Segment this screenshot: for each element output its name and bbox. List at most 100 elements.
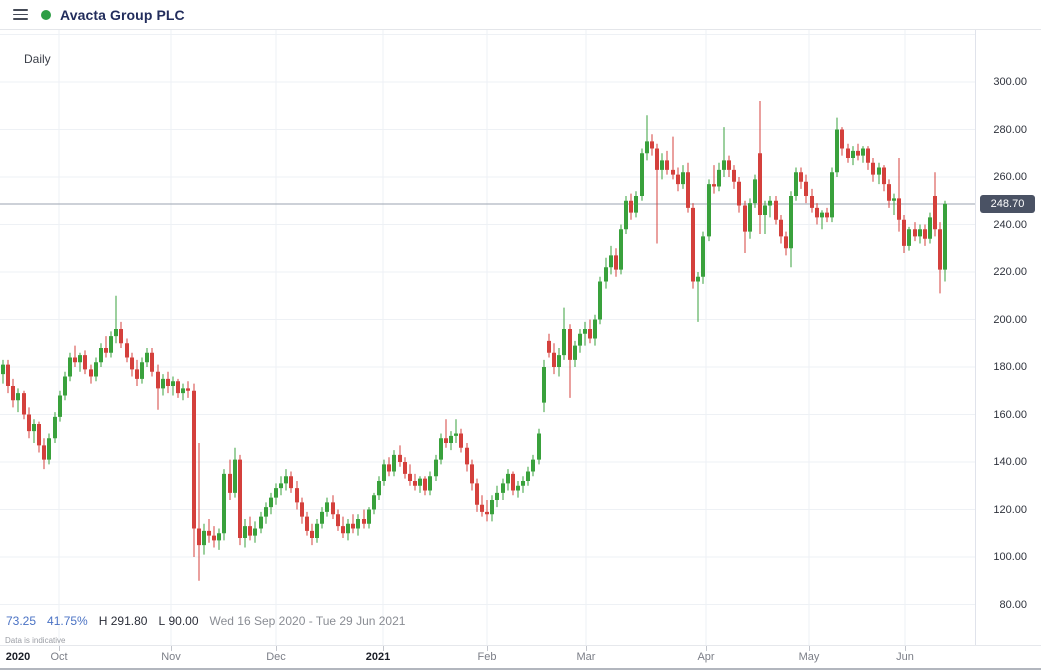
candle (192, 383, 196, 557)
candle (598, 276, 602, 325)
date-range: Wed 16 Sep 2020 - Tue 29 Jun 2021 (209, 614, 406, 628)
candle (372, 492, 376, 515)
x-axis-month-label: Mar (576, 651, 596, 663)
price-axis-label: 180.00 (993, 361, 1027, 373)
candle (774, 196, 778, 225)
price-axis-label: 200.00 (993, 313, 1027, 326)
candle (562, 307, 566, 360)
candle (537, 428, 541, 465)
x-axis-month-label: Dec (266, 651, 286, 663)
candle (382, 459, 386, 486)
time-axis[interactable]: 2020 Oct Nov Dec 2021 Feb Mar Apr May Jun (0, 645, 1041, 668)
candle (568, 324, 572, 398)
candle (485, 500, 489, 522)
candle (475, 478, 479, 512)
candle (804, 174, 808, 204)
candle (16, 388, 20, 413)
candle (573, 340, 577, 367)
candle (408, 464, 412, 486)
candle (53, 412, 57, 443)
candle (542, 359, 546, 413)
candle (428, 471, 432, 496)
gridlines (0, 30, 975, 645)
candle (552, 343, 556, 375)
price-axis-label: 260.00 (993, 171, 1027, 183)
candle (609, 245, 613, 275)
candle (789, 191, 793, 268)
time-axis-tick (586, 646, 587, 651)
candle (114, 295, 118, 344)
market-status-icon (41, 9, 51, 20)
price-axis[interactable]: 248.70 300.00 280.00 260.00 240.00 220.00 200… (975, 30, 1041, 645)
candle (99, 343, 103, 367)
candle (22, 390, 26, 420)
candlestick-chart[interactable] (0, 30, 975, 645)
price-axis-label: 100.00 (993, 551, 1027, 563)
candle (763, 200, 767, 234)
candle (470, 459, 474, 491)
candle (619, 224, 623, 275)
candle (902, 215, 906, 253)
candle (1, 359, 5, 384)
candle (696, 272, 700, 322)
candle (810, 188, 814, 213)
candle (284, 469, 288, 491)
candle (578, 329, 582, 353)
candle (434, 454, 438, 481)
time-axis-tick (905, 646, 906, 651)
candle (171, 376, 175, 396)
candle (779, 215, 783, 244)
candle (511, 471, 515, 496)
last-price-value: 248.70 (990, 197, 1025, 210)
candle (423, 476, 427, 496)
candle (495, 485, 499, 508)
candle (671, 136, 675, 180)
x-axis-month-label: Oct (50, 651, 68, 663)
candle (650, 134, 654, 156)
candle (47, 433, 51, 465)
candle (243, 519, 247, 548)
candle (897, 158, 901, 232)
candle (707, 179, 711, 242)
candle (686, 162, 690, 213)
candle (459, 428, 463, 453)
bottom-scroll-edge (0, 668, 1041, 670)
candle (104, 336, 108, 358)
candle (557, 348, 561, 377)
candle (866, 146, 870, 170)
candle (186, 381, 190, 398)
candle (32, 419, 36, 443)
candle (140, 357, 144, 384)
candle (614, 248, 618, 277)
candle (526, 466, 530, 486)
candle (943, 200, 947, 282)
candle (27, 407, 31, 439)
interval-label[interactable]: Daily (24, 52, 51, 66)
candle (109, 331, 113, 358)
candle (835, 117, 839, 177)
candle (58, 390, 62, 422)
candle (392, 450, 396, 477)
candle (73, 345, 77, 367)
candle (871, 158, 875, 182)
candle (712, 165, 716, 194)
candle (737, 177, 741, 213)
candle (377, 476, 381, 500)
candle (938, 222, 942, 294)
candle (356, 514, 360, 536)
candle (913, 222, 917, 242)
x-axis-month-label: Jun (896, 651, 914, 663)
candle (449, 431, 453, 451)
candle (851, 146, 855, 166)
x-axis-month-label: May (798, 651, 820, 663)
candle (135, 359, 139, 386)
hamburger-menu-icon[interactable] (13, 9, 28, 20)
candle (78, 352, 82, 372)
candle (6, 359, 10, 394)
x-axis-month-label: Feb (477, 651, 497, 663)
candle (465, 443, 469, 472)
candle (439, 433, 443, 465)
time-axis-tick (59, 646, 60, 651)
header-bar: Avacta Group PLC (0, 0, 1041, 30)
